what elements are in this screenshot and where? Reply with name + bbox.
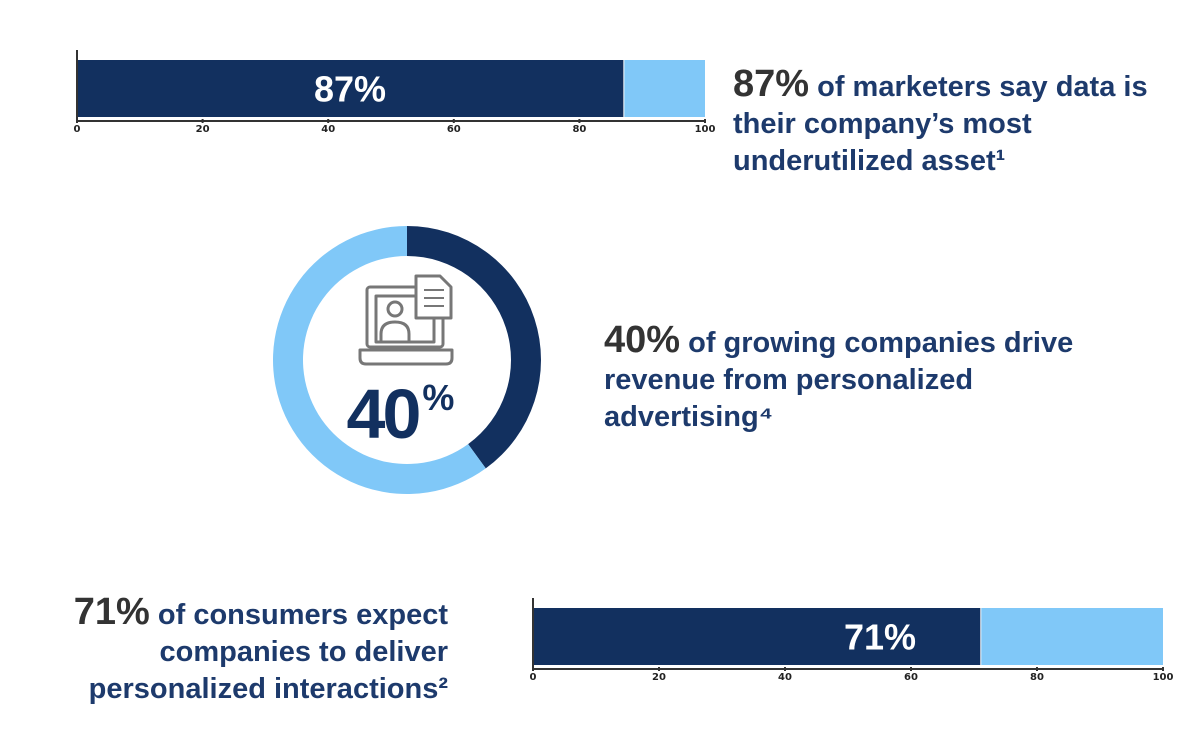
user-body [379,320,411,342]
bar-remainder [981,608,1163,665]
x-tick-label: 40 [778,672,792,683]
stat-description: of marketers say data is their company’s… [733,71,1148,177]
stat-value: 71% [73,591,150,633]
stat-40-text: 40% of growing companies drive revenue f… [604,319,1124,436]
stat-value: 87% [733,63,810,105]
percent-sign: % [422,377,454,418]
donut-slice-value [407,226,541,469]
laptop-base [358,348,454,366]
stat-description: of consumers expect companies to deliver… [88,599,448,705]
x-tick-label: 0 [530,672,537,683]
x-tick-label: 60 [904,672,918,683]
x-tick-label: 20 [652,672,666,683]
x-tick-label: 100 [695,124,716,135]
x-tick-label: 80 [1030,672,1044,683]
bar-remainder [624,60,705,117]
stat-87-text: 87% of marketers say data is their compa… [733,63,1193,180]
x-tick-label: 40 [321,124,335,135]
bar-value [533,608,981,665]
donut-center-label: 40% [347,375,455,453]
x-tick-label: 20 [196,124,210,135]
x-tick-label: 60 [447,124,461,135]
bar-value [77,60,624,117]
stat-71-text: 71% of consumers expect companies to del… [30,591,448,708]
x-tick-label: 80 [572,124,586,135]
user-head [386,300,404,318]
x-tick-label: 0 [74,124,81,135]
stat-description: of growing companies drive revenue from … [604,327,1074,433]
laptop-user-document-icon [358,274,454,366]
x-tick-label: 100 [1153,672,1174,683]
bar-data-label: 87% [314,68,386,109]
stat-value: 40% [604,319,681,361]
bar-data-label: 71% [844,616,916,657]
donut-slice-remainder [272,226,486,494]
